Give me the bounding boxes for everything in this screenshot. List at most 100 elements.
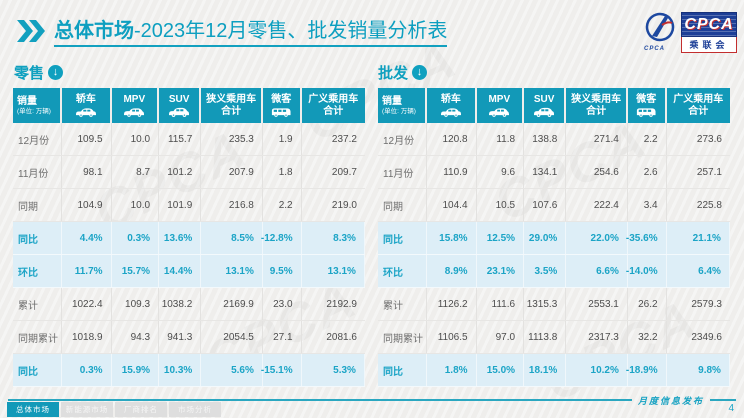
header-cell: 轿车 xyxy=(62,88,112,123)
nav-tab-总体市场[interactable]: 总体市场 xyxy=(7,402,59,417)
column-label: 广义乘用车 xyxy=(308,94,359,105)
row-label: 同比 xyxy=(13,354,63,386)
value-cell: 3.4 xyxy=(628,189,667,221)
value-cell: 32.2 xyxy=(628,321,667,353)
table-row: 12月份 109.5 10.0 115.7 235.3 1.9 237.2 xyxy=(13,123,365,156)
value-cell: 0.3% xyxy=(112,222,160,254)
table-row: 同比 4.4% 0.3% 13.6% 8.5% -12.8% 8.3% xyxy=(13,222,365,255)
value-cell: 13.1% xyxy=(201,255,263,287)
value-cell: 107.6 xyxy=(524,189,567,221)
table-row: 11月份 98.1 8.7 101.2 207.9 1.8 209.7 xyxy=(13,156,365,189)
value-cell: 94.3 xyxy=(112,321,160,353)
footer-rule: 月度信息发布 xyxy=(8,394,736,406)
value-cell: 2169.9 xyxy=(201,288,263,320)
value-cell: 2192.9 xyxy=(326,298,357,310)
nav-tab-市场分析[interactable]: 市场分析 xyxy=(169,402,221,417)
value-cell: 216.8 xyxy=(201,189,263,221)
column-label-line2: 合计 xyxy=(586,105,607,117)
value-cell: 1315.3 xyxy=(524,288,567,320)
column-label: 轿车 xyxy=(440,94,461,106)
suv-icon xyxy=(534,107,555,117)
car-icon xyxy=(75,108,96,117)
row-label: 累计 xyxy=(13,288,63,320)
header-cell: MPV xyxy=(111,88,160,123)
value-cell: 254.6 xyxy=(566,156,628,188)
value-cell: 237.2 xyxy=(331,133,357,145)
table-row: 同期 104.9 10.0 101.9 216.8 2.2 219.0 xyxy=(13,189,365,222)
value-cell: 2.2 xyxy=(263,189,302,221)
header-cell: SUV xyxy=(524,88,567,123)
mpv-icon xyxy=(489,108,510,117)
value-cell: 9.6 xyxy=(477,156,525,188)
table-header-row: 销量 (单位: 万辆) 轿车 MPV SUV 狭义乘用车 合计 微客 广义乘用车 合计 xyxy=(378,88,730,123)
value-cell: 209.7 xyxy=(331,166,357,178)
value-cell: 134.1 xyxy=(524,156,567,188)
value-cell: 2553.1 xyxy=(566,288,628,320)
row-label: 11月份 xyxy=(378,156,428,188)
value-cell: 18.1% xyxy=(524,354,567,386)
value-cell: 111.6 xyxy=(477,288,525,320)
value-cell: 1106.5 xyxy=(427,321,477,353)
value-cell: 97.0 xyxy=(477,321,525,353)
value-cell: 98.1 xyxy=(62,156,112,188)
mpv-icon xyxy=(124,108,145,117)
nav-tab-新能源市场[interactable]: 新能源市场 xyxy=(61,402,113,417)
value-cell: 219.0 xyxy=(331,199,357,211)
table-row: 环比 8.9% 23.1% 3.5% 6.6% -14.0% 6.4% xyxy=(378,255,730,288)
cpca-emblem-icon: CPCA xyxy=(642,12,678,52)
column-label-line2: 合计 xyxy=(323,105,344,117)
value-cell: 120.8 xyxy=(427,123,477,155)
value-cell: 6.6% xyxy=(566,255,628,287)
cpca-chinese-name: 乘联会 xyxy=(681,36,737,53)
double-chevron-icon xyxy=(17,19,45,42)
value-cell: -14.0% xyxy=(626,255,667,287)
value-cell: 8.3% xyxy=(302,222,365,254)
bottom-nav-tabs: 总体市场 新能源市场 厂商排名 市场分析 xyxy=(7,402,221,417)
table-row: 12月份 120.8 11.8 138.8 271.4 2.2 273.6 xyxy=(378,123,730,156)
value-cell: 0.3% xyxy=(62,354,112,386)
row-label: 同期 xyxy=(13,189,63,221)
value-cell: 8.7 xyxy=(112,156,160,188)
row-label: 累计 xyxy=(378,288,428,320)
value-cell: 207.9 xyxy=(201,156,263,188)
circle-down-arrow-icon: ↓ xyxy=(412,65,428,80)
sales-unit: (单位: 万辆) xyxy=(382,108,416,116)
table-row: 同比 15.8% 12.5% 29.0% 22.0% -35.6% 21.1% xyxy=(378,222,730,255)
value-cell: 29.0% xyxy=(524,222,567,254)
table-row: 累计 1126.2 111.6 1315.3 2553.1 26.2 2579.3 xyxy=(378,288,730,321)
value-cell: 10.0 xyxy=(112,189,160,221)
row-label: 同比 xyxy=(378,354,428,386)
value-cell: 1.8% xyxy=(427,354,477,386)
table-row: 同期 104.4 10.5 107.6 222.4 3.4 225.8 xyxy=(378,189,730,222)
header-cell: 轿车 xyxy=(427,88,477,123)
nav-tab-厂商排名[interactable]: 厂商排名 xyxy=(115,402,167,417)
sales-label: 销量 xyxy=(17,95,37,107)
value-cell: -15.1% xyxy=(261,354,302,386)
value-cell: 110.9 xyxy=(427,156,477,188)
value-cell: 27.1 xyxy=(263,321,302,353)
van-icon xyxy=(637,108,656,117)
row-label: 同期 xyxy=(378,189,428,221)
column-label: 微客 xyxy=(636,94,657,106)
value-cell: 8.9% xyxy=(427,255,477,287)
value-cell: 4.4% xyxy=(62,222,112,254)
circle-down-arrow-icon: ↓ xyxy=(48,65,64,80)
footer-label: 月度信息发布 xyxy=(637,395,704,406)
wholesale-table: 销量 (单位: 万辆) 轿车 MPV SUV 狭义乘用车 合计 微客 广义乘用车 合计 12月份 12… xyxy=(378,88,730,387)
header-cell: MPV xyxy=(476,88,525,123)
value-cell: 26.2 xyxy=(628,288,667,320)
value-cell: 257.1 xyxy=(696,166,722,178)
value-cell: 6.4% xyxy=(667,255,730,287)
column-label: MPV xyxy=(488,94,511,106)
value-cell: 1113.8 xyxy=(524,321,567,353)
emblem-caption: CPCA xyxy=(644,46,666,52)
value-cell: 2054.5 xyxy=(201,321,263,353)
value-cell: 2579.3 xyxy=(691,298,722,310)
value-cell: 15.0% xyxy=(477,354,525,386)
table-row: 同比 0.3% 15.9% 10.3% 5.6% -15.1% 5.3% xyxy=(13,354,365,387)
table-row: 11月份 110.9 9.6 134.1 254.6 2.6 257.1 xyxy=(378,156,730,189)
value-cell: 8.5% xyxy=(201,222,263,254)
retail-section-text: 零售 xyxy=(14,65,45,82)
value-cell: 115.7 xyxy=(159,123,202,155)
header-cell-sales: 销量 (单位: 万辆) xyxy=(13,88,63,123)
